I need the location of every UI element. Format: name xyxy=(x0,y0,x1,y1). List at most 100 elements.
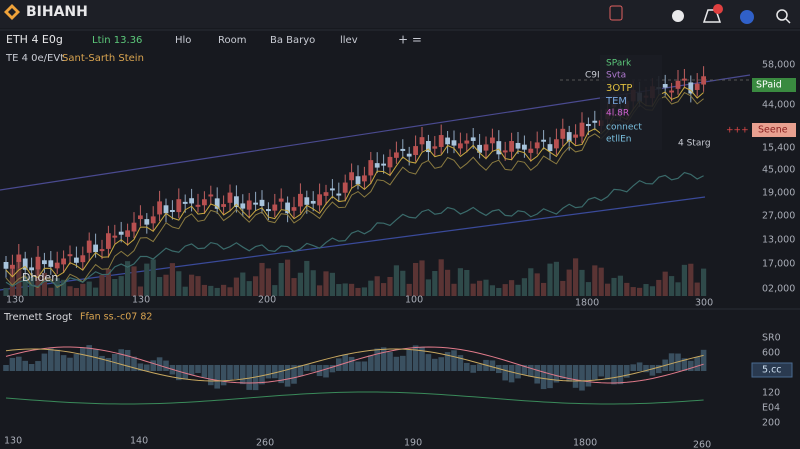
x-axis-label: 1800 xyxy=(575,298,599,309)
oscillator-chart xyxy=(3,345,707,405)
histogram-bar xyxy=(233,365,240,380)
histogram-bar xyxy=(553,365,560,383)
volume-bar xyxy=(553,261,559,296)
candle xyxy=(93,244,98,253)
y-axis-label: 15,400 xyxy=(762,143,795,154)
volume-bar xyxy=(29,276,35,296)
toolbar-item[interactable]: Hlo xyxy=(175,35,191,46)
histogram-bar xyxy=(22,360,28,371)
y-axis-label: 58,000 xyxy=(762,60,795,71)
histogram-bar xyxy=(681,358,688,371)
candle xyxy=(560,128,566,139)
tool-icon[interactable] xyxy=(672,10,684,22)
volume-bar xyxy=(41,272,47,296)
volume-bar xyxy=(374,276,380,296)
histogram-bar xyxy=(150,360,156,371)
histogram-bar xyxy=(297,365,304,377)
candle xyxy=(688,82,694,94)
volume-bar xyxy=(477,280,483,296)
candle xyxy=(189,198,194,204)
histogram-bar xyxy=(700,349,707,371)
volume-bar xyxy=(432,271,438,296)
volume-bar xyxy=(208,285,214,296)
top-bar xyxy=(0,0,800,28)
histogram-bar xyxy=(118,349,124,371)
volume-bar xyxy=(35,265,41,296)
histogram-bar xyxy=(131,356,137,371)
histogram-bar xyxy=(400,355,406,371)
volume-bar xyxy=(566,269,572,296)
histogram-bar xyxy=(656,365,662,374)
search-icon xyxy=(785,18,791,24)
volume-bar xyxy=(297,272,303,296)
marker-label: C9I xyxy=(585,71,600,81)
candle xyxy=(336,193,342,196)
toolbar-add[interactable]: + = xyxy=(398,33,422,47)
search-icon[interactable] xyxy=(776,9,788,21)
volume-bar xyxy=(214,287,220,296)
x-axis-label: 130 xyxy=(6,295,24,306)
volume-bar xyxy=(509,280,515,296)
volume-bar xyxy=(176,271,182,296)
symbol[interactable]: ETH 4 E0g xyxy=(6,33,63,46)
histogram-bar xyxy=(515,365,521,379)
volume-bar xyxy=(16,259,22,296)
price: Ltin 13.36 xyxy=(92,35,142,46)
histogram-bar xyxy=(476,364,483,371)
volume-bar xyxy=(355,287,361,296)
alert-tag xyxy=(752,123,796,137)
candle xyxy=(144,219,150,225)
volume-bar xyxy=(547,263,553,296)
histogram-bar xyxy=(361,361,368,371)
histogram-bar xyxy=(176,365,182,381)
x-axis-label: 260 xyxy=(256,438,274,449)
volume-bar xyxy=(368,280,374,296)
volume-bar xyxy=(48,287,54,296)
volume-bar xyxy=(112,278,118,296)
histogram-bar xyxy=(227,365,233,380)
candle xyxy=(22,258,28,270)
candle xyxy=(355,176,361,185)
histogram-bar xyxy=(560,365,566,379)
avatar[interactable] xyxy=(740,10,754,24)
candle xyxy=(387,156,393,168)
volume-bar xyxy=(406,283,412,296)
candle xyxy=(483,144,489,151)
candle xyxy=(304,197,310,205)
volume-bar xyxy=(630,287,636,296)
legend-item: SPark xyxy=(606,59,632,69)
clipboard-icon[interactable] xyxy=(609,5,623,21)
candle xyxy=(662,84,668,88)
volume-bar xyxy=(617,275,623,296)
value-tag xyxy=(751,362,793,378)
volume-bar xyxy=(464,269,470,296)
legend-item: connect xyxy=(606,123,642,133)
histogram-bar xyxy=(48,348,54,371)
candle xyxy=(458,143,463,149)
candle xyxy=(266,209,271,212)
histogram-bar xyxy=(86,345,92,371)
toolbar-item[interactable]: Ba Baryo xyxy=(270,35,315,46)
histogram-bar xyxy=(528,365,534,377)
volume-bar xyxy=(457,268,463,296)
candle xyxy=(67,254,73,257)
candle xyxy=(381,163,386,166)
volume-bar xyxy=(419,260,425,296)
price-tag xyxy=(752,78,796,92)
toolbar-item[interactable]: Room xyxy=(218,35,246,46)
toolbar-item[interactable]: llev xyxy=(340,35,358,46)
histogram-bar xyxy=(419,347,425,371)
histogram-bar xyxy=(54,349,60,371)
chart-subtitle-note: Sant-Sarth Stein xyxy=(62,53,144,64)
volume-bar xyxy=(195,276,201,296)
volume-bar xyxy=(233,277,239,296)
volume-bar xyxy=(470,283,476,296)
volume-bar xyxy=(541,282,547,296)
candle xyxy=(445,137,450,145)
histogram-bar xyxy=(41,353,48,371)
candle xyxy=(35,256,41,270)
x-axis-label: 130 xyxy=(4,436,22,447)
volume-bar xyxy=(169,263,175,296)
candle xyxy=(522,144,527,150)
